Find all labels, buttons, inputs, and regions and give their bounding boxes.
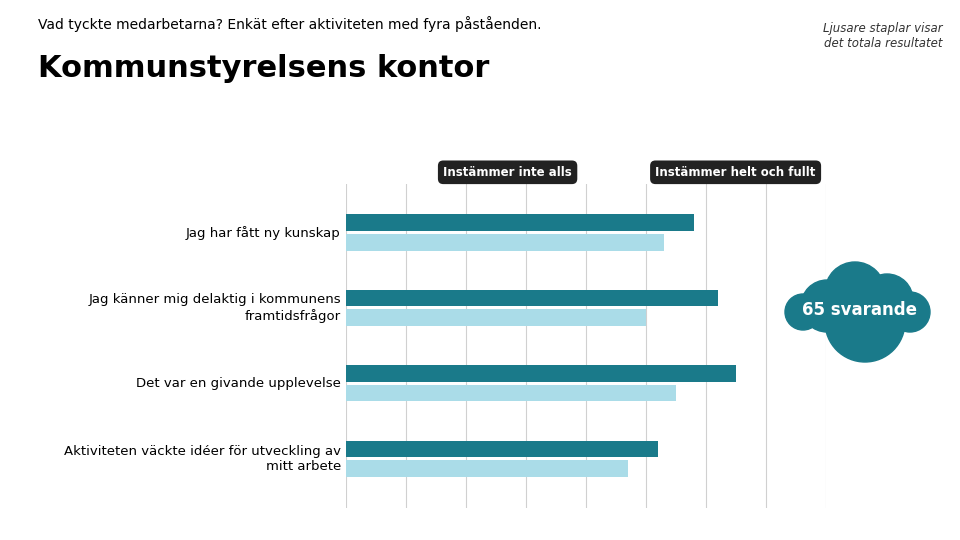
Circle shape xyxy=(890,292,930,332)
Text: 65 svarande: 65 svarande xyxy=(803,301,918,319)
Circle shape xyxy=(861,274,913,326)
Circle shape xyxy=(825,282,905,362)
Text: Jag har fått ny kunskap: Jag har fått ny kunskap xyxy=(186,226,341,240)
Bar xyxy=(346,460,628,477)
Bar xyxy=(346,309,645,326)
Text: Vad tyckte medarbetarna? Enkät efter aktiviteten med fyra påståenden.: Vad tyckte medarbetarna? Enkät efter akt… xyxy=(38,16,541,32)
Bar xyxy=(346,365,735,382)
Circle shape xyxy=(785,294,821,330)
Text: Instämmer helt och fullt: Instämmer helt och fullt xyxy=(656,166,816,179)
Text: Ljusare staplar visar
det totala resultatet: Ljusare staplar visar det totala resulta… xyxy=(824,22,943,50)
Circle shape xyxy=(825,262,885,322)
Text: Aktiviteten väckte idéer för utveckling av
mitt arbete: Aktiviteten väckte idéer för utveckling … xyxy=(63,444,341,472)
Text: Det var en givande upplevelse: Det var en givande upplevelse xyxy=(136,377,341,390)
Bar xyxy=(346,214,693,231)
Bar xyxy=(346,441,658,457)
Bar xyxy=(346,385,676,401)
Text: Kommunstyrelsens kontor: Kommunstyrelsens kontor xyxy=(38,54,490,83)
Circle shape xyxy=(801,280,853,332)
Bar xyxy=(346,234,663,251)
Text: Jag känner mig delaktig i kommunens
framtidsfrågor: Jag känner mig delaktig i kommunens fram… xyxy=(88,293,341,322)
Text: Instämmer inte alls: Instämmer inte alls xyxy=(444,166,572,179)
Bar xyxy=(346,290,717,306)
